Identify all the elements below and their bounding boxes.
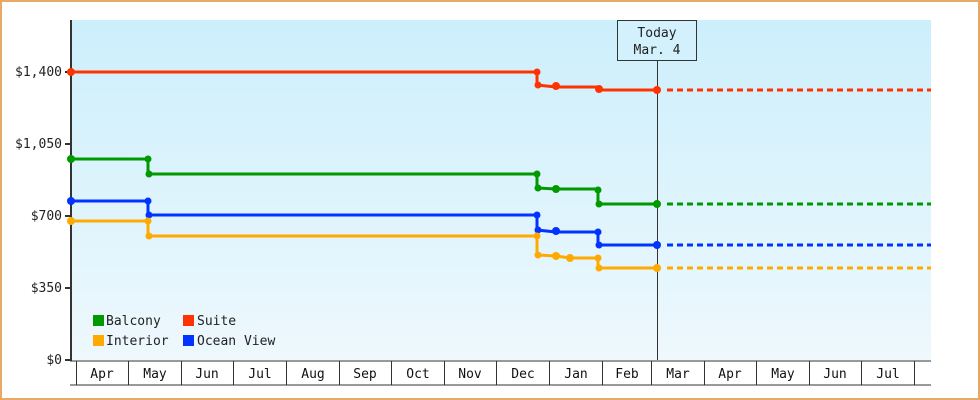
legend-label: Suite (197, 314, 236, 329)
plot-area (71, 20, 931, 360)
y-tick-label: $700 (31, 209, 62, 224)
x-tick-label: Jul (248, 367, 271, 382)
x-tick-label: Jun (195, 367, 218, 382)
y-tick-label: $1,400 (15, 65, 62, 80)
legend-label: Interior (106, 334, 169, 349)
legend-swatch-icon (93, 335, 104, 346)
y-tick-label: $350 (31, 281, 62, 296)
today-marker: Today Mar. 4 (617, 20, 697, 360)
series-interior (67, 217, 931, 272)
x-tick-label: Apr (90, 367, 114, 382)
today-label: Today (637, 26, 676, 41)
legend-item-interior[interactable]: Interior (93, 334, 169, 349)
series-suite (67, 68, 931, 94)
x-tick-label: Mar (666, 367, 690, 382)
legend-label: Ocean View (197, 334, 275, 349)
legend-swatch-icon (93, 315, 104, 326)
x-tick-label: Jun (823, 367, 846, 382)
series-ocean-view (67, 197, 931, 249)
legend-item-suite[interactable]: Suite (183, 314, 236, 329)
y-tick-label: $0 (46, 353, 62, 368)
legend-item-ocean-view[interactable]: Ocean View (183, 334, 275, 349)
x-tick-label: Jan (564, 367, 587, 382)
y-ticks: $1,400 $1,050 $700 $350 $0 (15, 65, 71, 368)
x-tick-label: May (143, 367, 167, 382)
x-tick-label: Feb (615, 367, 639, 382)
x-tick-label: May (771, 367, 795, 382)
legend-label: Balcony (106, 314, 161, 329)
x-tick-label: Dec (511, 367, 534, 382)
legend: Balcony Suite Interior Ocean View (93, 314, 275, 349)
y-tick-label: $1,050 (15, 137, 62, 152)
today-date: Mar. 4 (634, 43, 681, 58)
legend-swatch-icon (183, 315, 194, 326)
x-tick-label: Jul (876, 367, 899, 382)
series-balcony (67, 155, 931, 208)
x-tick-label: Apr (718, 367, 742, 382)
x-axis: Apr May Jun Jul Aug Sep Oct Nov Dec Jan … (70, 360, 931, 386)
x-tick-label: Nov (458, 367, 482, 382)
x-tick-label: Oct (406, 367, 429, 382)
legend-item-balcony[interactable]: Balcony (93, 314, 161, 329)
legend-swatch-icon (183, 335, 194, 346)
x-tick-label: Sep (353, 367, 377, 382)
x-tick-label: Aug (301, 367, 324, 382)
